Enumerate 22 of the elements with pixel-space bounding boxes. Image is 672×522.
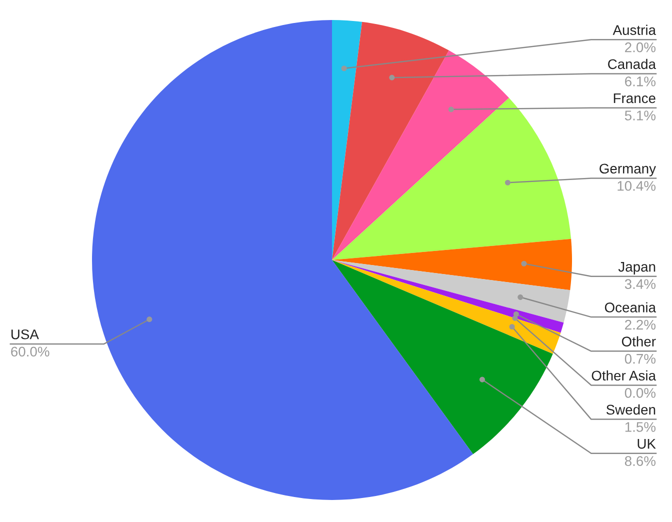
slice-label: Sweden: [606, 404, 656, 415]
data-label: 1.5%: [625, 422, 656, 432]
slice-label: Canada: [608, 58, 656, 70]
text: 0.0%: [624, 388, 656, 398]
category-label: Other Asia: [592, 370, 656, 381]
slice-label: Oceania: [604, 302, 656, 312]
slice-label: Germany: [600, 164, 656, 176]
data-label: 5.1%: [624, 110, 656, 120]
slice-label: Japan: [618, 262, 656, 274]
slice-label: Other: [622, 336, 656, 346]
data-label: 3.4%: [624, 279, 656, 289]
data-label: 60.0%: [11, 346, 50, 357]
data-label: 8.6%: [624, 456, 656, 466]
data-label: 0.7%: [624, 354, 656, 364]
data-label: 6.1%: [625, 76, 656, 86]
slice-label: Austria: [612, 24, 656, 35]
slice-label: France: [614, 93, 656, 104]
data-label: 2.2%: [625, 320, 656, 330]
slice-label: UK: [638, 439, 656, 449]
slice-label: USA: [11, 329, 39, 340]
data-label: 2.0%: [625, 42, 656, 52]
data-label: 10.4%: [618, 180, 656, 191]
